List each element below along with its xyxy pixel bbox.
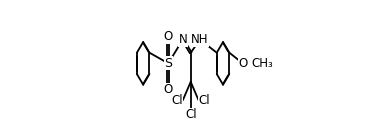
Text: O: O <box>238 57 248 70</box>
Text: S: S <box>164 57 172 70</box>
Text: Cl: Cl <box>171 94 183 107</box>
Text: NH: NH <box>191 33 209 46</box>
Text: N: N <box>178 33 187 46</box>
Text: Cl: Cl <box>199 94 210 107</box>
Text: O: O <box>164 30 173 43</box>
Text: O: O <box>164 83 173 96</box>
Text: CH₃: CH₃ <box>251 57 273 70</box>
Text: Cl: Cl <box>185 108 196 121</box>
